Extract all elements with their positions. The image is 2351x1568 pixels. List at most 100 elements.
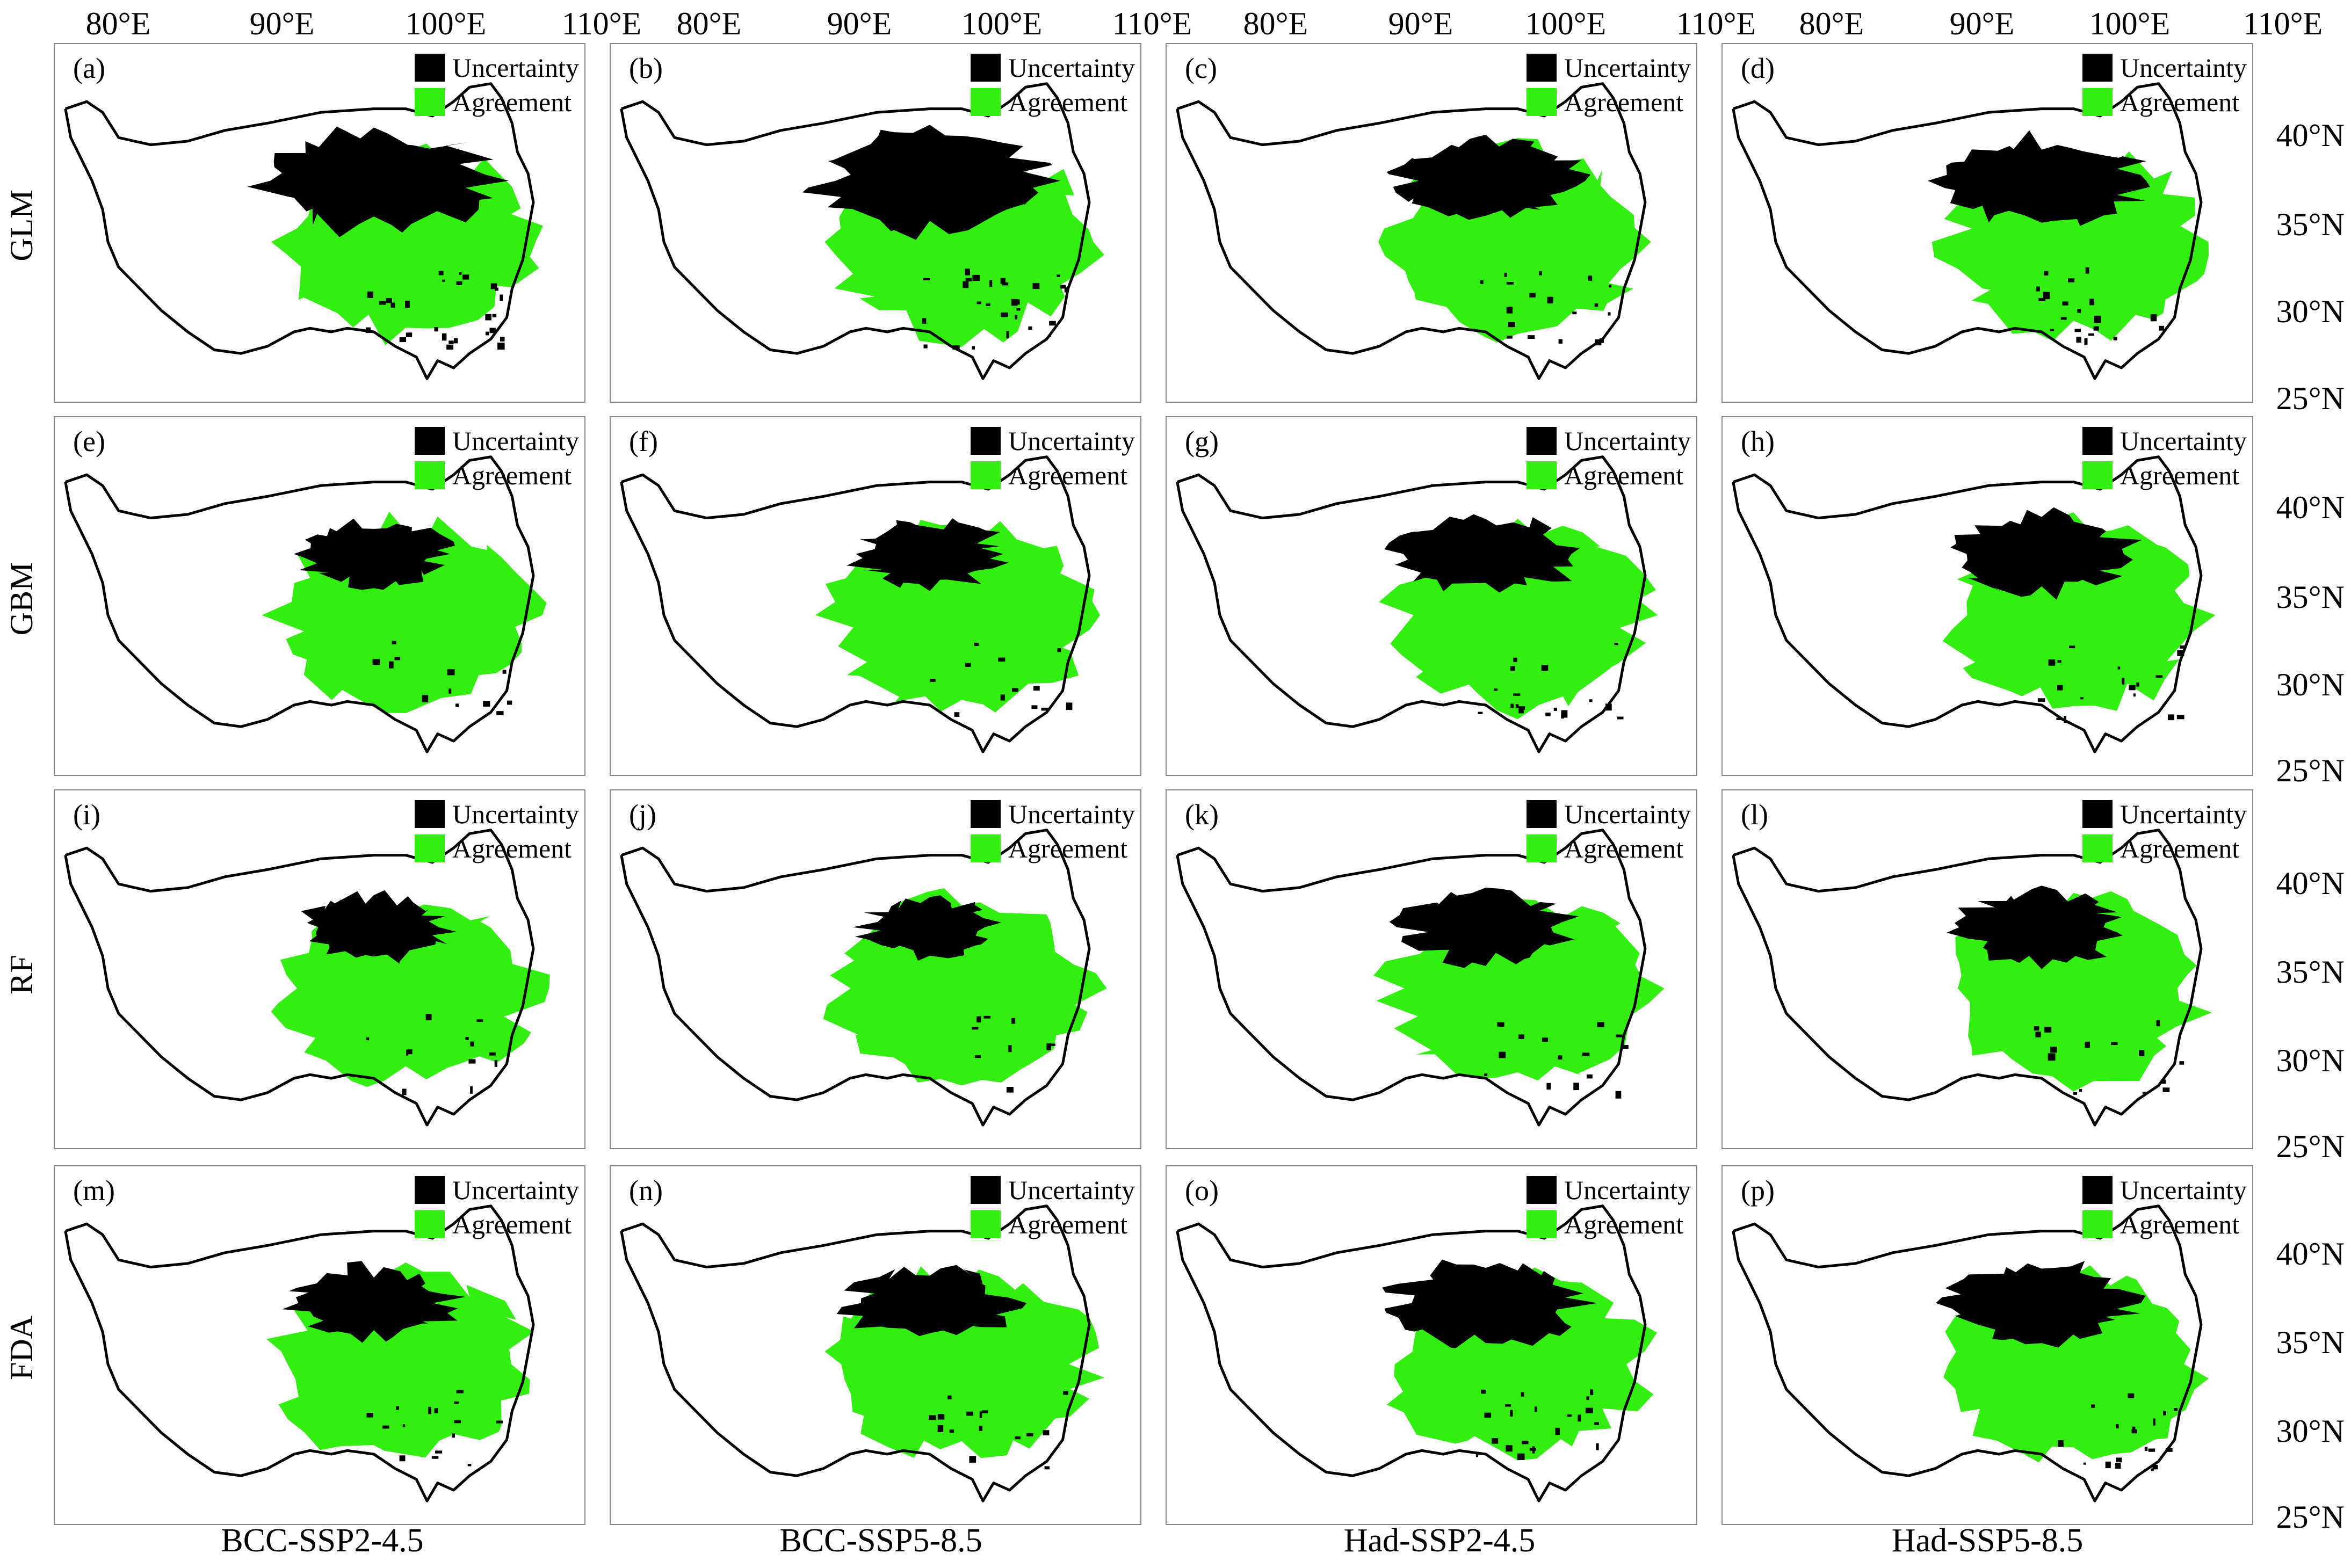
uncertainty-speck bbox=[2165, 1448, 2173, 1452]
legend-label-agreement: Agreement bbox=[2119, 833, 2240, 863]
uncertainty-speck bbox=[2174, 1408, 2178, 1411]
uncertainty-speck bbox=[2160, 1079, 2166, 1084]
legend-item-uncertainty: Uncertainty bbox=[414, 424, 579, 458]
map-panel: (j) Uncertainty Agreement bbox=[610, 789, 1141, 1149]
column-label-had-ssp585: Had-SSP5-8.5 bbox=[1891, 1522, 2084, 1559]
uncertainty-swatch bbox=[414, 427, 445, 455]
uncertainty-speck bbox=[1594, 1422, 1599, 1425]
uncertainty-speck bbox=[428, 1406, 431, 1414]
uncertainty-speck bbox=[1043, 1430, 1050, 1435]
uncertainty-speck bbox=[454, 1401, 459, 1404]
lat-tick: 35°N bbox=[2276, 954, 2345, 990]
lon-tick: 80°E bbox=[676, 6, 742, 41]
legend-label-agreement: Agreement bbox=[1008, 1209, 1128, 1239]
uncertainty-speck bbox=[2116, 1424, 2119, 1429]
uncertainty-speck bbox=[434, 1408, 438, 1413]
plateau-map bbox=[1732, 829, 2212, 1127]
legend-item-uncertainty: Uncertainty bbox=[2082, 424, 2247, 458]
uncertainty-speck bbox=[930, 679, 936, 682]
legend-label-uncertainty: Uncertainty bbox=[1564, 1175, 1691, 1205]
legend: Uncertainty Agreement bbox=[414, 1173, 579, 1242]
uncertainty-swatch bbox=[970, 1176, 1001, 1204]
legend-label-agreement: Agreement bbox=[1008, 833, 1128, 863]
uncertainty-speck bbox=[1518, 706, 1524, 714]
uncertainty-speck bbox=[1001, 312, 1008, 317]
legend-label-uncertainty: Uncertainty bbox=[1008, 426, 1135, 456]
legend-item-agreement: Agreement bbox=[414, 85, 579, 119]
uncertainty-speck bbox=[1497, 1022, 1504, 1027]
uncertainty-speck bbox=[1561, 713, 1565, 719]
legend-item-uncertainty: Uncertainty bbox=[1526, 424, 1691, 458]
plateau-outline bbox=[1732, 829, 2203, 1127]
uncertainty-speck bbox=[1558, 1055, 1562, 1060]
uncertainty-speck bbox=[2088, 333, 2094, 336]
plateau-outline bbox=[1176, 829, 1647, 1127]
uncertainty-speck bbox=[456, 1390, 464, 1393]
plateau-outline bbox=[64, 82, 535, 380]
lat-tick: 25°N bbox=[2276, 753, 2345, 788]
map-panel: (i) Uncertainty Agreement bbox=[54, 789, 585, 1149]
legend: Uncertainty Agreement bbox=[970, 797, 1135, 866]
uncertainty-speck bbox=[966, 1411, 973, 1416]
panel-label: (d) bbox=[1741, 52, 1775, 84]
lat-tick: 30°N bbox=[2276, 294, 2345, 329]
legend: Uncertainty Agreement bbox=[1526, 1173, 1691, 1242]
legend: Uncertainty Agreement bbox=[970, 424, 1135, 492]
uncertainty-speck bbox=[2074, 329, 2081, 332]
plateau-map bbox=[1176, 455, 1658, 753]
legend-label-uncertainty: Uncertainty bbox=[1564, 53, 1691, 83]
panel-label: (p) bbox=[1741, 1174, 1775, 1207]
uncertainty-speck bbox=[434, 327, 438, 332]
uncertainty-speck bbox=[2133, 693, 2136, 697]
legend-label-agreement: Agreement bbox=[1564, 1209, 1684, 1239]
uncertainty-speck bbox=[1545, 713, 1551, 716]
uncertainty-speck bbox=[1547, 296, 1553, 304]
uncertainty-region bbox=[301, 890, 457, 964]
uncertainty-speck bbox=[1048, 1043, 1055, 1046]
legend-item-agreement: Agreement bbox=[1526, 85, 1691, 119]
uncertainty-speck bbox=[2089, 299, 2095, 306]
legend-label-uncertainty: Uncertainty bbox=[1008, 1175, 1135, 1205]
uncertainty-speck bbox=[1558, 339, 1562, 344]
uncertainty-speck bbox=[367, 291, 374, 298]
uncertainty-speck bbox=[402, 1088, 407, 1095]
uncertainty-speck bbox=[2128, 1393, 2135, 1398]
uncertainty-speck bbox=[2129, 685, 2136, 691]
uncertainty-speck bbox=[2117, 666, 2121, 670]
uncertainty-speck bbox=[1484, 1412, 1492, 1418]
legend: Uncertainty Agreement bbox=[2082, 424, 2247, 492]
legend-item-agreement: Agreement bbox=[2082, 1207, 2247, 1242]
uncertainty-speck bbox=[2091, 1404, 2095, 1408]
uncertainty-swatch bbox=[1526, 427, 1557, 455]
uncertainty-speck bbox=[2115, 1463, 2121, 1469]
panel-label: (e) bbox=[73, 425, 105, 458]
uncertainty-speck bbox=[382, 1425, 389, 1429]
uncertainty-speck bbox=[1605, 703, 1612, 711]
map-panel: (d) Uncertainty Agreement bbox=[1721, 43, 2253, 403]
plateau-map bbox=[1732, 82, 2209, 380]
uncertainty-speck bbox=[2084, 338, 2088, 345]
panel-label: (n) bbox=[629, 1174, 663, 1207]
uncertainty-speck bbox=[1539, 271, 1542, 275]
uncertainty-speck bbox=[972, 274, 980, 281]
uncertainty-speck bbox=[923, 278, 930, 281]
uncertainty-speck bbox=[1616, 1034, 1623, 1037]
lon-tick: 100°E bbox=[2089, 6, 2171, 41]
uncertainty-speck bbox=[989, 280, 993, 287]
lat-tick: 25°N bbox=[2276, 381, 2345, 416]
uncertainty-speck bbox=[462, 274, 469, 280]
uncertainty-speck bbox=[2122, 678, 2125, 685]
lon-tick: 90°E bbox=[1388, 6, 1453, 41]
uncertainty-speck bbox=[476, 1019, 483, 1022]
legend-item-agreement: Agreement bbox=[970, 85, 1135, 119]
uncertainty-speck bbox=[435, 1450, 443, 1454]
uncertainty-swatch bbox=[414, 800, 445, 828]
uncertainty-region bbox=[293, 518, 455, 590]
plateau-outline bbox=[64, 455, 535, 753]
uncertainty-speck bbox=[2034, 1026, 2039, 1031]
uncertainty-speck bbox=[1588, 275, 1593, 281]
uncertainty-region bbox=[1950, 507, 2142, 600]
uncertainty-speck bbox=[490, 283, 497, 289]
uncertainty-speck bbox=[2077, 309, 2081, 313]
uncertainty-speck bbox=[465, 1037, 469, 1040]
